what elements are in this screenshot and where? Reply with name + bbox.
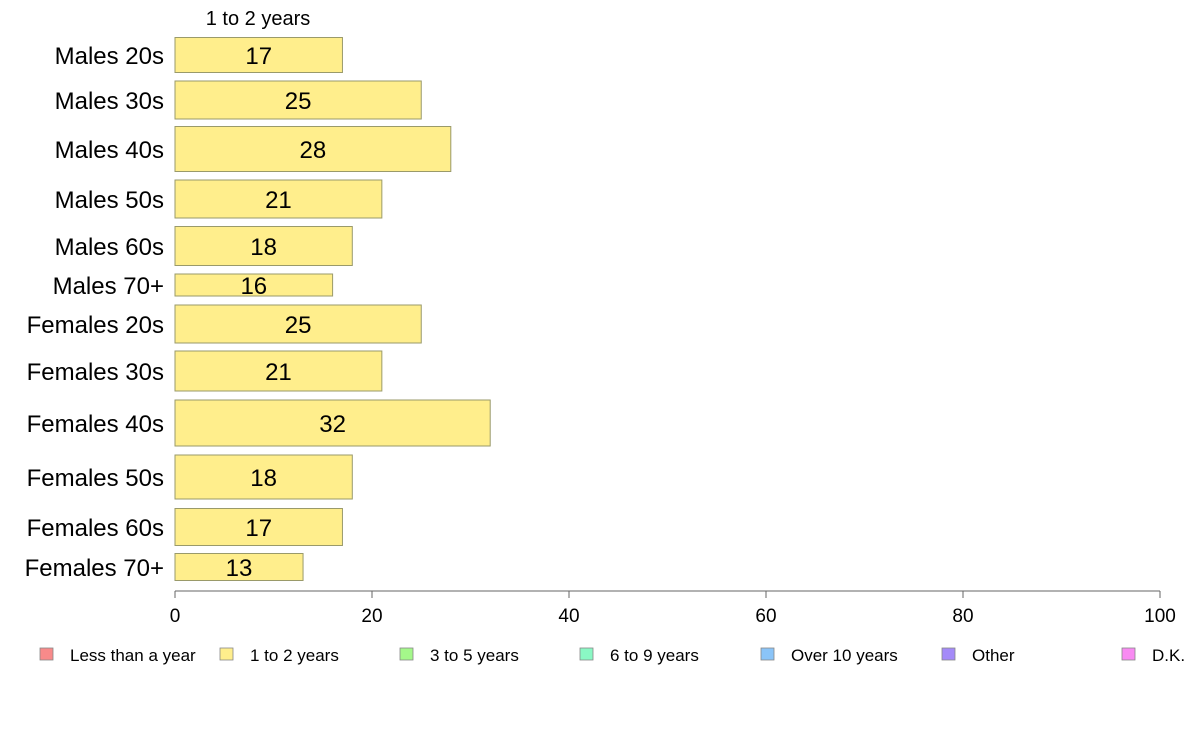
data-label: 18	[250, 465, 277, 492]
category-label: Males 70+	[53, 273, 164, 300]
bar	[174, 179, 383, 219]
legend-swatch	[941, 647, 956, 661]
category-label: Females 40s	[27, 411, 164, 438]
legend-label: D.K.	[1152, 646, 1185, 665]
category-label: Females 60s	[27, 515, 164, 542]
category-label: Males 20s	[55, 43, 164, 70]
data-label: 32	[319, 411, 346, 438]
category-label: Females 70+	[25, 555, 164, 582]
series-title: 1 to 2 years	[206, 8, 311, 30]
legend-label: Other	[972, 646, 1015, 665]
data-label: 13	[226, 555, 253, 582]
x-tick-label: 60	[755, 606, 776, 627]
legend-swatch	[39, 647, 54, 661]
category-label: Females 30s	[27, 359, 164, 386]
bar	[174, 226, 353, 266]
bar	[174, 80, 422, 120]
bar	[174, 304, 422, 344]
x-tick-label: 40	[558, 606, 579, 627]
legend-label: 1 to 2 years	[250, 646, 339, 665]
bar	[174, 126, 452, 172]
bar	[174, 350, 383, 392]
legend-label: 6 to 9 years	[610, 646, 699, 665]
data-label: 21	[265, 187, 292, 214]
data-label: 21	[265, 359, 292, 386]
x-tick-label: 20	[361, 606, 382, 627]
bar	[174, 273, 334, 297]
data-label: 25	[285, 88, 312, 115]
bar	[174, 508, 343, 546]
data-label: 18	[250, 234, 277, 261]
data-label: 16	[240, 273, 267, 300]
category-label: Males 30s	[55, 88, 164, 115]
legend-label: Over 10 years	[791, 646, 898, 665]
legend-swatch	[1121, 647, 1136, 661]
bar	[174, 399, 491, 447]
data-label: 17	[245, 515, 272, 542]
legend: Less than a year 1 to 2 years 3 to 5 years…	[39, 646, 1185, 665]
x-tick-label: 80	[952, 606, 973, 627]
legend-swatch	[219, 647, 234, 661]
data-label: 28	[300, 137, 327, 164]
legend-swatch	[579, 647, 594, 661]
category-label: Females 20s	[27, 312, 164, 339]
x-axis: 0 20 40 60 80 100	[170, 590, 1176, 627]
category-label: Males 40s	[55, 137, 164, 164]
bar	[174, 553, 304, 581]
category-label: Females 50s	[27, 465, 164, 492]
bar	[174, 37, 343, 73]
category-label: Males 60s	[55, 234, 164, 261]
bar	[174, 454, 353, 500]
x-tick-label: 100	[1144, 606, 1176, 627]
data-label: 17	[245, 43, 272, 70]
legend-label: Less than a year	[70, 646, 196, 665]
legend-swatch	[399, 647, 414, 661]
legend-label: 3 to 5 years	[430, 646, 519, 665]
x-tick-label: 0	[170, 606, 181, 627]
data-label: 25	[285, 312, 312, 339]
legend-swatch	[760, 647, 775, 661]
bars-layer: Males 20s 17 Males 30s 25 Males 40s 28 Males 5…	[25, 37, 491, 582]
category-label: Males 50s	[55, 187, 164, 214]
